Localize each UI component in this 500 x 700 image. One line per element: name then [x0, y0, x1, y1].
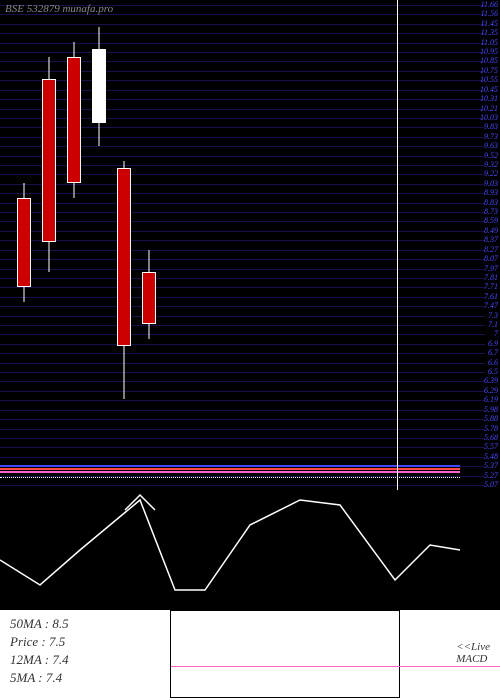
- ma12-label: 12MA :: [10, 652, 49, 667]
- oscillator-peak: [125, 495, 155, 510]
- info-row-price: Price : 7.5: [10, 633, 69, 651]
- oscillator-svg: [0, 490, 500, 610]
- oscillator-line: [0, 500, 460, 590]
- ma-line-red: [0, 468, 460, 470]
- ma5-value: 7.4: [46, 670, 62, 685]
- price-label: Price :: [10, 634, 46, 649]
- chart-header: BSE 532879 munafa.pro: [5, 3, 113, 15]
- info-row-5ma: 5MA : 7.4: [10, 669, 69, 687]
- info-row-12ma: 12MA : 7.4: [10, 651, 69, 669]
- y-axis: 11.6611.5611.4511.3511.0510.9510.8510.75…: [458, 0, 498, 490]
- ma-line-pink: [0, 471, 460, 473]
- info-panel: 50MA : 8.5 Price : 7.5 12MA : 7.4 5MA : …: [0, 610, 500, 700]
- ma50-label: 50MA :: [10, 616, 49, 631]
- macd-text: MACD: [456, 653, 490, 665]
- price-chart[interactable]: BSE 532879 munafa.pro 11.6611.5611.4511.…: [0, 0, 500, 490]
- price-value: 7.5: [49, 634, 65, 649]
- candlestick-series: [0, 0, 460, 490]
- macd-box: [170, 610, 400, 698]
- ma5-label: 5MA :: [10, 670, 43, 685]
- ma-line-blue: [0, 465, 460, 467]
- ticker-label: BSE 532879: [5, 3, 60, 15]
- indicator-panel[interactable]: [0, 490, 500, 610]
- site-label: munafa.pro: [62, 3, 113, 15]
- chart-container: BSE 532879 munafa.pro 11.6611.5611.4511.…: [0, 0, 500, 700]
- ma12-value: 7.4: [52, 652, 68, 667]
- macd-label: <<Live MACD: [456, 641, 490, 665]
- info-row-50ma: 50MA : 8.5: [10, 615, 69, 633]
- macd-live-text: <<Live: [456, 641, 490, 653]
- ma-info-box: 50MA : 8.5 Price : 7.5 12MA : 7.4 5MA : …: [10, 615, 69, 687]
- macd-signal-line: [171, 666, 500, 667]
- ma-line-dotted: [0, 477, 460, 478]
- ma50-value: 8.5: [52, 616, 68, 631]
